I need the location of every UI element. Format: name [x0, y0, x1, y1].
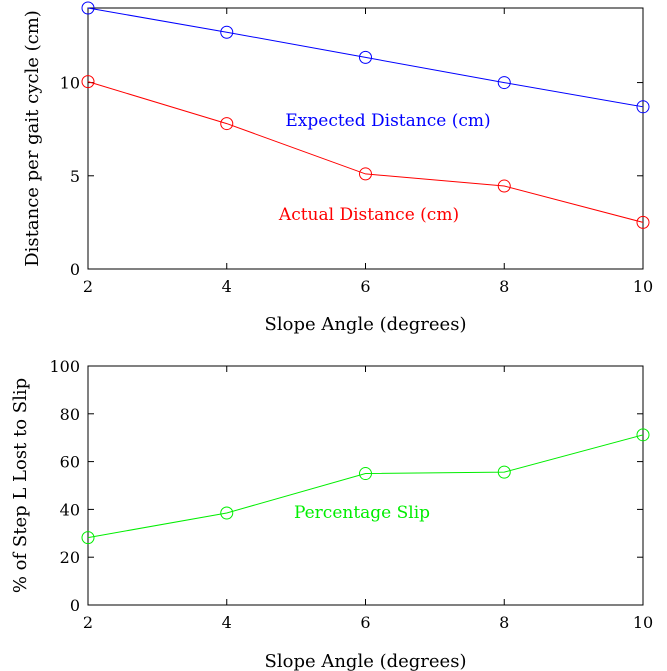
y-tick-label: 60: [60, 453, 80, 472]
x-tick-label: 8: [499, 613, 509, 632]
y-tick-label: 20: [60, 548, 80, 567]
series-line: [87, 81, 644, 223]
data-point: [636, 215, 650, 229]
y-tick-label: 10: [60, 74, 80, 93]
x-axis-label: Slope Angle (degrees): [265, 651, 467, 671]
x-tick-label: 2: [83, 613, 93, 632]
data-point: [497, 179, 511, 193]
x-tick-label: 4: [222, 277, 232, 296]
data-point: [220, 506, 234, 520]
series-label: Actual Distance (cm): [278, 205, 459, 225]
series-label: Expected Distance (cm): [285, 111, 490, 131]
y-tick-label: 5: [70, 167, 80, 186]
series-line: [87, 434, 644, 539]
data-point: [359, 467, 372, 481]
plot-area-frame: [87, 365, 644, 606]
data-point: [497, 465, 511, 479]
data-point: [220, 117, 234, 131]
data-point: [636, 100, 650, 114]
x-tick-label: 2: [83, 277, 93, 296]
plot-area-frame: [87, 7, 644, 270]
series-label: Percentage Slip: [294, 503, 430, 523]
y-tick-label: 0: [70, 596, 80, 615]
data-point: [359, 167, 372, 181]
data-point: [636, 428, 650, 442]
data-point: [81, 531, 95, 545]
x-tick-label: 8: [499, 277, 509, 296]
data-point: [81, 75, 95, 89]
x-tick-label: 4: [222, 613, 232, 632]
y-tick-label: 80: [60, 405, 80, 424]
x-tick-label: 10: [633, 613, 653, 632]
y-axis-label: % of Step L Lost to Slip: [10, 378, 31, 593]
data-point: [81, 1, 95, 15]
data-point: [220, 25, 234, 39]
data-point: [359, 50, 372, 64]
distance-chart: 2 4 6 8 10 0 5 10 Slope Angle (degrees) Distance …: [22, 1, 653, 335]
x-axis-label: Slope Angle (degrees): [265, 314, 467, 335]
y-tick-label: 100: [49, 357, 80, 376]
x-tick-label: 6: [360, 613, 370, 632]
data-point: [497, 76, 511, 90]
x-tick-label: 10: [633, 277, 653, 296]
y-tick-label: 40: [60, 500, 80, 519]
series-line: [87, 7, 644, 108]
y-axis-label: Distance per gait cycle (cm): [22, 10, 43, 267]
x-tick-label: 6: [360, 277, 370, 296]
y-tick-label: 0: [70, 260, 80, 279]
